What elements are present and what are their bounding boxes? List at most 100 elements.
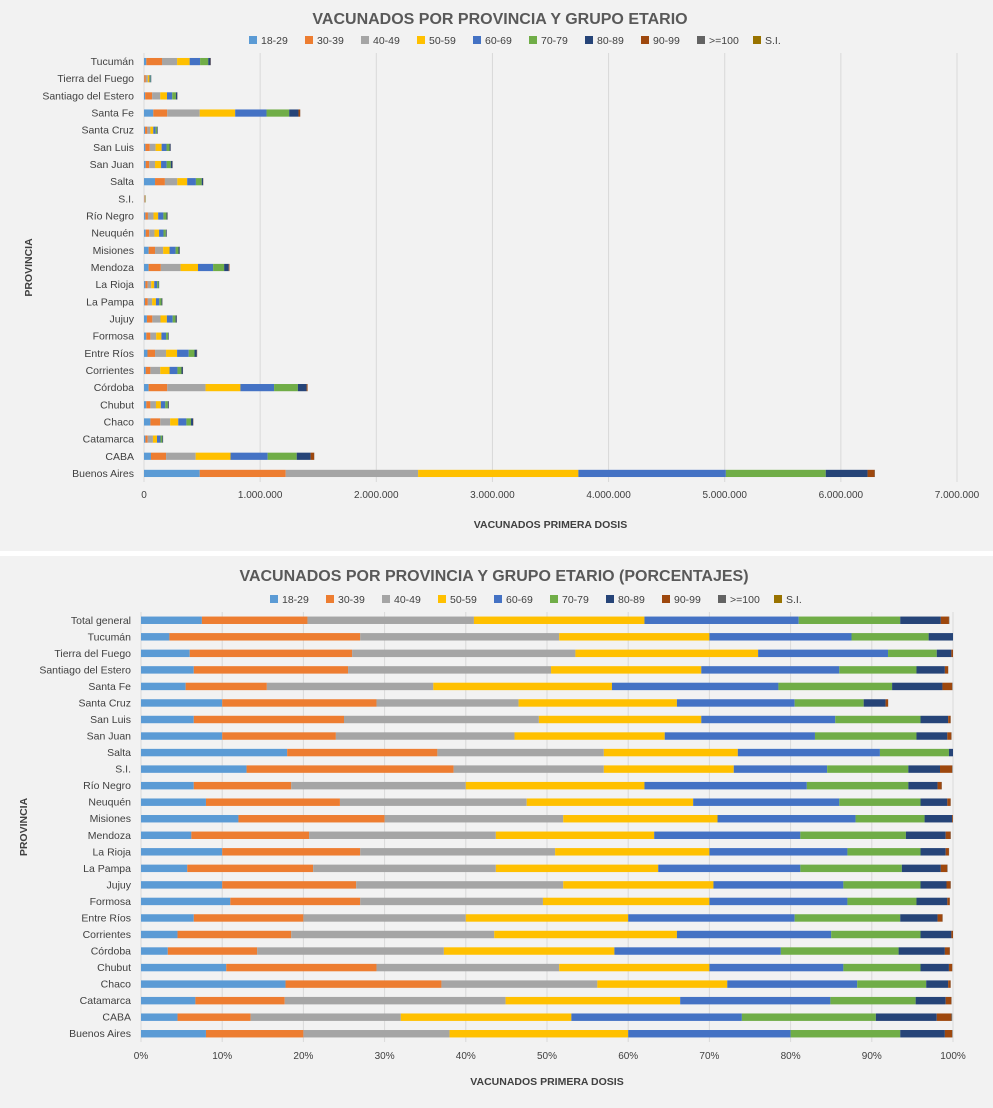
bar-r-o-negro-18-29-0 <box>144 212 146 220</box>
bar-chubut-90-99-7 <box>948 963 953 972</box>
bar-santiago-del-estero-40-49-2 <box>348 666 552 674</box>
legend-swatch-30-39-1 <box>326 595 334 603</box>
legend-label-4: 60-69 <box>485 35 512 47</box>
bar-total-general-50-59-3 <box>473 616 645 624</box>
bar-chubut-30-39-1 <box>226 963 377 972</box>
bar-santa-cruz-80-89-6 <box>157 126 158 134</box>
legend-swatch-s-i-9 <box>753 36 761 44</box>
category-label-san-luis: San Luis <box>93 142 134 154</box>
bar-misiones-40-49-2 <box>155 246 164 254</box>
bar-la-rioja-30-39-1 <box>145 281 148 289</box>
bar-salta-70-79-5 <box>879 748 949 757</box>
bar-la-rioja-70-79-5 <box>157 281 159 289</box>
bar-mendoza-18-29-0 <box>144 263 149 272</box>
category-label-chaco: Chaco <box>104 416 135 428</box>
bar-jujuy-50-59-3 <box>563 881 714 889</box>
bar-jujuy-18-29-0 <box>141 881 223 889</box>
bar-tierra-del-fuego-18-29-0 <box>141 649 190 658</box>
x-tick-label-7: 7.000.000 <box>935 490 980 501</box>
category-label-mendoza: Mendoza <box>88 830 131 842</box>
category-label-santiago-del-estero: Santiago del Estero <box>39 664 131 676</box>
bar-r-o-negro-60-69-4 <box>644 781 807 790</box>
x-tick-label-0: 0 <box>141 490 147 501</box>
category-label-san-juan: San Juan <box>90 159 135 171</box>
bar-misiones-18-29-0 <box>141 815 239 823</box>
bar-salta-40-49-2 <box>164 178 178 186</box>
category-label-san-juan: San Juan <box>87 731 132 743</box>
legend-swatch-40-49-2 <box>361 36 369 44</box>
bar-santiago-del-estero-70-79-5 <box>172 92 176 100</box>
bar-corrientes-70-79-5 <box>831 930 921 939</box>
bar-jujuy-90-99-7 <box>946 881 951 889</box>
bar-formosa-80-89-6 <box>168 332 169 340</box>
bar-salta-30-39-1 <box>287 748 438 757</box>
bar-tierra-del-fuego-50-59-3 <box>147 75 150 83</box>
bar-la-rioja-40-49-2 <box>360 848 556 856</box>
bar-buenos-aires-30-39-1 <box>199 469 286 478</box>
bar-santiago-del-estero-30-39-1 <box>193 666 349 674</box>
bar-mendoza-40-49-2 <box>309 831 496 839</box>
bar-misiones-18-29-0 <box>144 246 149 254</box>
bar-entre-r-os-50-59-3 <box>465 914 629 922</box>
bar-tierra-del-fuego-40-49-2 <box>352 649 576 658</box>
bar-neuqu-n-30-39-1 <box>205 798 340 806</box>
category-label-caba: CABA <box>102 1012 131 1024</box>
bar-caba-50-59-3 <box>195 452 231 460</box>
bar-san-juan-80-89-6 <box>916 732 948 740</box>
bar-catamarca-50-59-3 <box>152 435 158 443</box>
category-label-corrientes: Corrientes <box>86 365 134 377</box>
bar-neuqu-n-70-79-5 <box>839 798 921 806</box>
bar-santa-fe-18-29-0 <box>141 682 186 691</box>
bar-jujuy-80-89-6 <box>175 315 177 323</box>
bar-santa-cruz-30-39-1 <box>145 126 148 134</box>
legend-label-1: 30-39 <box>317 35 344 47</box>
bar-chaco-80-89-6 <box>926 980 949 988</box>
bar-salta-18-29-0 <box>144 178 156 186</box>
bar-la-pampa-50-59-3 <box>152 298 156 306</box>
bar-santiago-del-estero-90-99-7 <box>944 666 949 674</box>
bar-formosa-18-29-0 <box>144 332 147 340</box>
bar-la-rioja-40-49-2 <box>147 281 152 289</box>
bar-caba-80-89-6 <box>296 452 311 460</box>
bar-la-pampa-60-69-4 <box>155 298 160 306</box>
bar-san-luis-18-29-0 <box>144 143 146 151</box>
bar-buenos-aires-40-49-2 <box>303 1030 450 1038</box>
bar-santa-cruz-90-99-7 <box>885 699 889 707</box>
bar-buenos-aires-90-99-7 <box>944 1030 953 1038</box>
bar-santiago-del-estero-50-59-3 <box>551 666 702 674</box>
bar-formosa-50-59-3 <box>156 332 162 340</box>
bar-corrientes-50-59-3 <box>494 930 677 939</box>
x-tick-label-6: 60% <box>618 1051 638 1062</box>
bar-mendoza-70-79-5 <box>800 831 906 839</box>
bar-san-luis-60-69-4 <box>161 143 167 151</box>
bar-catamarca-30-39-1 <box>195 996 285 1005</box>
bar-corrientes-40-49-2 <box>291 930 495 939</box>
bar-catamarca-80-89-6 <box>915 996 946 1005</box>
bar-s-i-70-79-5 <box>827 765 909 773</box>
bar-tucum-n-60-69-4 <box>709 633 852 641</box>
bar-santa-fe-30-39-1 <box>185 682 267 691</box>
x-tick-label-3: 3.000.000 <box>470 490 515 501</box>
category-label-catamarca: Catamarca <box>80 995 132 1007</box>
bar-chubut-50-59-3 <box>559 963 710 972</box>
panel-separator <box>0 551 993 556</box>
x-tick-label-1: 1.000.000 <box>238 490 283 501</box>
legend-label-6: 80-89 <box>597 35 624 47</box>
x-tick-label-5: 5.000.000 <box>702 490 747 501</box>
bar-buenos-aires-30-39-1 <box>205 1030 304 1038</box>
bar-santiago-del-estero-50-59-3 <box>160 92 167 100</box>
bar-neuqu-n-40-49-2 <box>339 798 527 806</box>
bar-san-juan-60-69-4 <box>664 732 815 740</box>
bar-tucum-n-18-29-0 <box>141 633 170 641</box>
bar-buenos-aires-40-49-2 <box>285 469 419 478</box>
bar-chaco-18-29-0 <box>144 418 151 426</box>
bar-entre-r-os-60-69-4 <box>177 349 189 357</box>
bar-santa-fe-18-29-0 <box>144 109 154 117</box>
category-label-caba: CABA <box>105 451 134 463</box>
bar-la-pampa-50-59-3 <box>495 864 659 873</box>
bar-san-luis-80-89-6 <box>169 143 171 151</box>
bar-chaco-30-39-1 <box>150 418 161 426</box>
bar-la-pampa-18-29-0 <box>141 864 188 873</box>
bar-entre-r-os-30-39-1 <box>147 349 156 357</box>
legend-label-5: 70-79 <box>562 594 589 606</box>
